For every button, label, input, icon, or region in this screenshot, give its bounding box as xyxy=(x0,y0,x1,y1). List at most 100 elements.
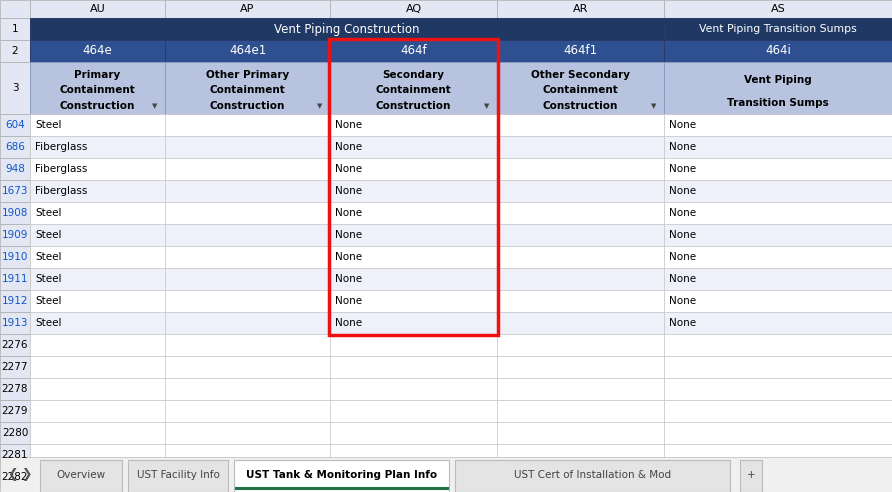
Bar xyxy=(330,400,497,422)
Bar xyxy=(0,0,30,18)
Bar xyxy=(330,312,497,334)
Text: None: None xyxy=(669,208,696,218)
Text: None: None xyxy=(335,274,362,284)
Bar xyxy=(330,62,497,114)
Bar xyxy=(0,158,30,180)
Bar xyxy=(0,40,30,62)
Text: 1909: 1909 xyxy=(2,230,29,240)
Bar xyxy=(128,460,228,492)
Text: AU: AU xyxy=(89,4,105,14)
Bar xyxy=(165,378,330,400)
Bar xyxy=(30,334,165,356)
Text: 1673: 1673 xyxy=(2,186,29,196)
Bar xyxy=(0,180,30,202)
Bar xyxy=(497,202,664,224)
Bar xyxy=(330,268,497,290)
Text: Construction: Construction xyxy=(60,101,136,111)
Bar xyxy=(330,180,497,202)
Text: ❮: ❮ xyxy=(7,468,17,481)
Bar xyxy=(0,334,30,356)
Bar xyxy=(330,378,497,400)
Text: Containment: Containment xyxy=(210,86,285,95)
Bar xyxy=(497,136,664,158)
Text: Overview: Overview xyxy=(56,470,105,481)
Text: Transition Sumps: Transition Sumps xyxy=(727,98,829,108)
Bar xyxy=(497,158,664,180)
Bar xyxy=(165,180,330,202)
Text: AS: AS xyxy=(771,4,785,14)
Text: Steel: Steel xyxy=(35,120,62,130)
Text: None: None xyxy=(669,318,696,328)
Bar xyxy=(664,378,892,400)
Bar xyxy=(330,202,497,224)
Bar xyxy=(30,62,165,114)
Bar xyxy=(165,246,330,268)
Bar xyxy=(497,246,664,268)
Bar xyxy=(497,268,664,290)
Bar xyxy=(497,334,664,356)
Bar xyxy=(497,0,664,18)
Bar xyxy=(497,62,664,114)
Bar xyxy=(497,312,664,334)
Bar xyxy=(30,422,165,444)
Bar xyxy=(165,202,330,224)
Text: None: None xyxy=(335,296,362,306)
Text: Other Primary: Other Primary xyxy=(206,69,289,80)
Bar xyxy=(30,268,165,290)
Bar xyxy=(664,268,892,290)
Text: None: None xyxy=(669,230,696,240)
Bar xyxy=(330,114,497,136)
Bar xyxy=(0,378,30,400)
Bar xyxy=(497,290,664,312)
Bar xyxy=(165,40,330,62)
Bar xyxy=(664,136,892,158)
Text: None: None xyxy=(335,208,362,218)
Bar xyxy=(0,466,30,488)
Text: Containment: Containment xyxy=(376,86,451,95)
Text: None: None xyxy=(669,274,696,284)
Text: ▼: ▼ xyxy=(651,103,657,109)
Text: ▼: ▼ xyxy=(484,103,490,109)
Bar xyxy=(664,290,892,312)
Bar xyxy=(165,224,330,246)
Bar xyxy=(234,460,449,492)
Text: None: None xyxy=(669,252,696,262)
Bar xyxy=(0,62,30,114)
Text: 2282: 2282 xyxy=(2,472,29,482)
Bar xyxy=(165,312,330,334)
Bar xyxy=(330,466,497,488)
Text: 2276: 2276 xyxy=(2,340,29,350)
Bar xyxy=(165,268,330,290)
Text: 2278: 2278 xyxy=(2,384,29,394)
Text: Vent Piping: Vent Piping xyxy=(744,75,812,85)
Bar xyxy=(664,114,892,136)
Text: None: None xyxy=(335,318,362,328)
Bar xyxy=(30,444,165,466)
Bar xyxy=(30,180,165,202)
Bar xyxy=(455,460,730,492)
Bar xyxy=(664,224,892,246)
Text: ❯: ❯ xyxy=(21,468,31,481)
Bar xyxy=(330,356,497,378)
Text: 2281: 2281 xyxy=(2,450,29,460)
Text: Steel: Steel xyxy=(35,230,62,240)
Text: 464f: 464f xyxy=(401,44,426,58)
Text: None: None xyxy=(335,186,362,196)
Bar xyxy=(664,356,892,378)
Bar xyxy=(165,0,330,18)
Text: 1908: 1908 xyxy=(2,208,29,218)
Text: 1912: 1912 xyxy=(2,296,29,306)
Bar xyxy=(0,312,30,334)
Text: AQ: AQ xyxy=(406,4,422,14)
Text: +: + xyxy=(747,470,756,481)
Bar xyxy=(0,356,30,378)
Bar xyxy=(664,422,892,444)
Bar xyxy=(330,40,497,62)
Text: UST Cert of Installation & Mod: UST Cert of Installation & Mod xyxy=(514,470,671,481)
Text: None: None xyxy=(669,186,696,196)
Bar xyxy=(165,114,330,136)
Bar xyxy=(30,290,165,312)
Text: 464e: 464e xyxy=(83,44,112,58)
Bar xyxy=(330,246,497,268)
Bar xyxy=(664,18,892,40)
